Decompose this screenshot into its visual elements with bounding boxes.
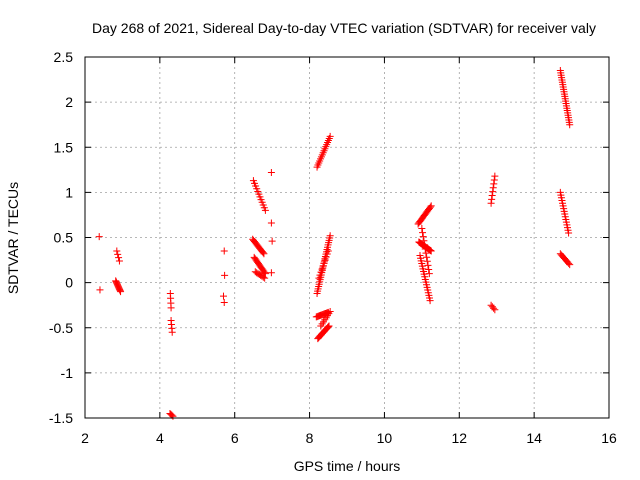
data-points (95, 67, 574, 420)
data-point (168, 328, 176, 336)
y-tick-label: 2 (65, 94, 73, 110)
data-point (424, 261, 432, 269)
data-point (322, 253, 330, 261)
data-point (115, 257, 123, 265)
data-point (221, 271, 229, 279)
x-tick-label: 6 (231, 430, 239, 446)
x-tick-label: 10 (377, 430, 393, 446)
x-tick-label: 8 (306, 430, 314, 446)
data-point (220, 247, 228, 255)
y-tick-label: -1.5 (49, 410, 73, 426)
data-point (324, 323, 332, 331)
data-point (267, 219, 275, 227)
data-point (315, 274, 323, 282)
data-point (425, 265, 433, 273)
data-point (490, 176, 498, 184)
y-axis-label: SDTVAR / TECUs (5, 182, 21, 294)
data-point (321, 256, 329, 264)
data-point (419, 229, 427, 237)
data-point (324, 247, 332, 255)
data-point (117, 288, 125, 296)
data-point (488, 191, 496, 199)
data-point (261, 206, 269, 214)
y-tick-label: 1.5 (54, 139, 74, 155)
data-point (316, 271, 324, 279)
data-point (326, 132, 334, 140)
data-point (488, 195, 496, 203)
data-point (565, 229, 573, 237)
data-point (320, 259, 328, 267)
data-point (490, 180, 498, 188)
data-point (426, 297, 434, 305)
data-point (219, 292, 227, 300)
y-tick-label: 2.5 (54, 49, 74, 65)
data-point (323, 250, 331, 258)
data-point (491, 306, 499, 314)
data-point (169, 412, 177, 420)
x-tick-label: 4 (156, 430, 164, 446)
x-tick-label: 14 (526, 430, 542, 446)
y-tick-label: 0 (65, 275, 73, 291)
data-point (489, 188, 497, 196)
data-point (566, 261, 574, 269)
data-point (259, 249, 267, 257)
data-point (490, 304, 498, 312)
y-tick-label: -1 (61, 365, 74, 381)
data-point (167, 304, 175, 312)
data-point (114, 250, 122, 258)
data-point (317, 268, 325, 276)
data-point (260, 250, 268, 258)
data-point (427, 247, 435, 255)
axis-ticks: 2 4 6 8 10 12 14 16 -1.5 -1 -0.5 0 0.5 1 1.5 2 2.5 (49, 49, 617, 446)
data-point (487, 199, 495, 207)
data-point (426, 247, 434, 255)
data-point (96, 286, 104, 294)
data-point (423, 253, 431, 261)
x-tick-label: 12 (451, 430, 467, 446)
data-point (259, 273, 267, 281)
data-point (566, 121, 574, 129)
data-point (319, 262, 327, 270)
data-point (420, 237, 428, 245)
data-point (325, 322, 333, 330)
data-point (423, 257, 431, 265)
data-point (115, 254, 123, 262)
data-point (268, 237, 276, 245)
x-tick-label: 2 (81, 430, 89, 446)
data-point (113, 247, 121, 255)
data-point (421, 241, 429, 249)
data-point (565, 259, 573, 267)
data-point (418, 224, 426, 232)
data-point (421, 245, 429, 253)
data-point (95, 233, 103, 241)
data-point (267, 269, 275, 277)
data-point (489, 184, 497, 192)
data-point (422, 249, 430, 257)
data-point (427, 202, 435, 210)
y-tick-label: -0.5 (49, 320, 73, 336)
data-point (419, 233, 427, 241)
data-point (267, 169, 275, 177)
y-tick-label: 1 (65, 184, 73, 200)
data-point (261, 274, 269, 282)
data-point (318, 265, 326, 273)
y-tick-label: 0.5 (54, 230, 74, 246)
x-axis-label: GPS time / hours (294, 458, 401, 474)
data-point (324, 324, 332, 332)
chart-title: Day 268 of 2021, Sidereal Day-to-day VTE… (92, 20, 596, 36)
data-point (425, 270, 433, 278)
data-point (426, 246, 434, 254)
data-point (426, 203, 434, 211)
grid (85, 57, 609, 418)
data-point (326, 232, 334, 240)
data-point (491, 172, 499, 180)
data-point (326, 308, 334, 316)
data-point (220, 298, 228, 306)
x-tick-label: 16 (601, 430, 617, 446)
